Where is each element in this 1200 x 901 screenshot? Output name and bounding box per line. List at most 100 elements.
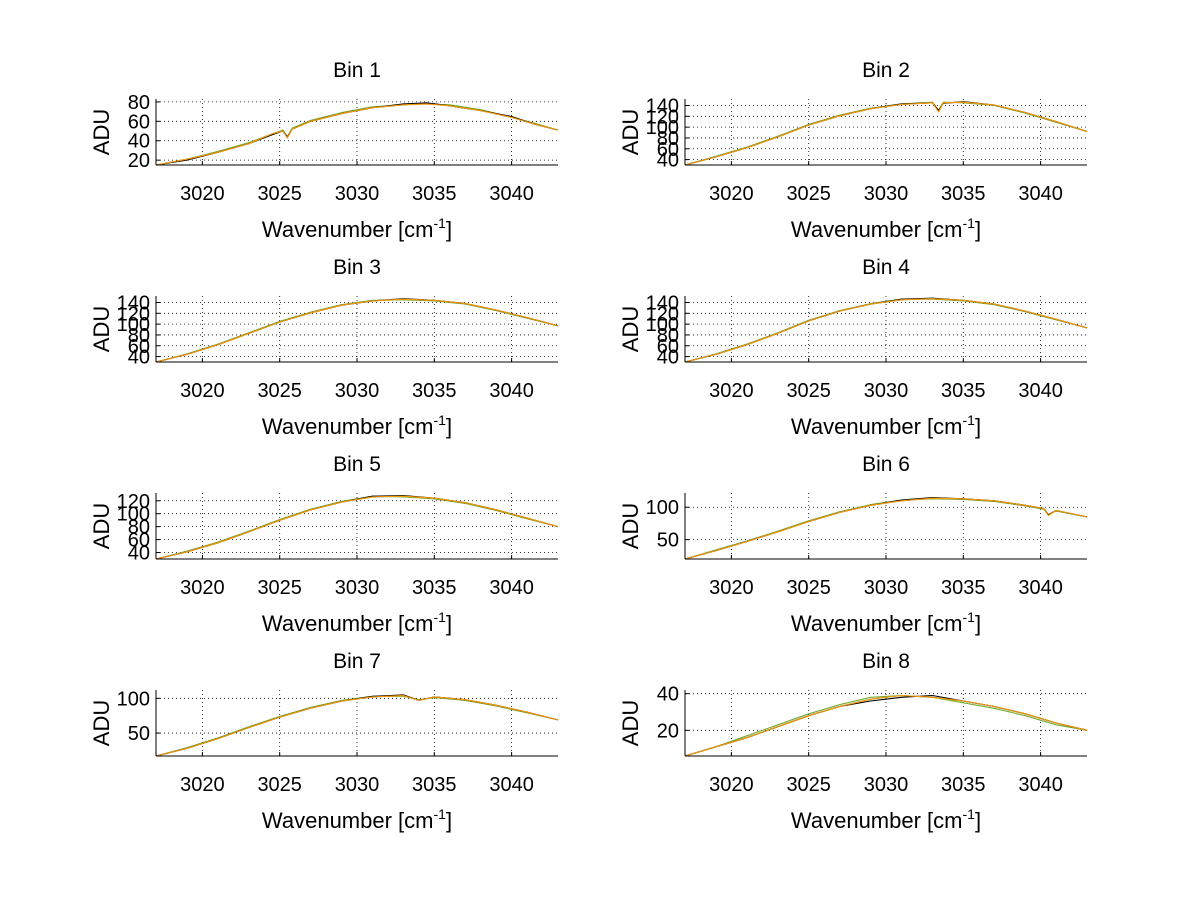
y-tick-label: 140 [117, 292, 150, 314]
subplot-bin-8: Bin 8 3020 3025 3030 3035 3040 20 40 Wavenumber … [618, 650, 1088, 833]
y-tick-label: 50 [657, 530, 679, 552]
x-axis-label: Wavenumber [cm-1] [262, 609, 452, 636]
x-tick-label: 3035 [941, 577, 986, 599]
x-tick-label: 3040 [1018, 183, 1063, 205]
x-tick-label: 3020 [709, 183, 754, 205]
y-tick-label: 120 [646, 303, 679, 325]
x-tick-label: 3040 [1018, 577, 1063, 599]
series-line-4 [684, 497, 1088, 560]
y-tick-label: 60 [128, 530, 150, 552]
y-tick-label: 40 [657, 347, 679, 369]
y-axis-label: ADU [89, 109, 114, 155]
y-tick-label: 80 [128, 517, 150, 539]
x-tick-label: 3030 [335, 183, 380, 205]
y-tick-label: 40 [128, 131, 150, 153]
y-tick-label: 80 [128, 92, 150, 114]
subplot-title: Bin 3 [333, 256, 381, 279]
x-tick-label: 3040 [489, 774, 534, 796]
series-line-4 [155, 695, 559, 757]
y-tick-label: 120 [117, 491, 150, 513]
subplot-title: Bin 8 [862, 650, 910, 673]
y-tick-label: 100 [117, 314, 150, 336]
subplot-title: Bin 7 [333, 650, 381, 673]
subplot-bin-7: Bin 7 3020 3025 3030 3035 3040 50 100 Wavenumber… [89, 650, 559, 833]
x-tick-label: 3040 [489, 380, 534, 402]
y-tick-label: 20 [657, 720, 679, 742]
x-tick-label: 3020 [180, 577, 225, 599]
x-tick-label: 3030 [864, 380, 909, 402]
subplot-bin-2: Bin 2 3020 3025 3030 3035 3040 406080100120140… [618, 59, 1088, 242]
y-tick-label: 140 [646, 292, 679, 314]
x-tick-label: 3040 [1018, 774, 1063, 796]
x-tick-label: 3040 [489, 577, 534, 599]
y-tick-label: 100 [646, 117, 679, 139]
series-line-4 [684, 298, 1088, 363]
x-tick-label: 3035 [412, 183, 457, 205]
y-tick-label: 100 [646, 314, 679, 336]
y-tick-label: 60 [128, 336, 150, 358]
x-tick-label: 3030 [335, 380, 380, 402]
y-tick-label: 140 [646, 95, 679, 117]
x-tick-label: 3020 [180, 380, 225, 402]
x-tick-label: 3035 [412, 577, 457, 599]
series-line-2 [155, 103, 559, 166]
x-tick-label: 3030 [864, 774, 909, 796]
y-tick-label: 80 [657, 325, 679, 347]
x-tick-label: 3040 [489, 183, 534, 205]
x-tick-label: 3035 [941, 183, 986, 205]
x-tick-label: 3020 [180, 774, 225, 796]
y-tick-label: 80 [128, 325, 150, 347]
x-axis-label: Wavenumber [cm-1] [791, 806, 981, 833]
y-tick-label: 60 [657, 336, 679, 358]
subplot-bin-4: Bin 4 3020 3025 3030 3035 3040 406080100120140… [618, 256, 1088, 439]
y-tick-label: 120 [117, 303, 150, 325]
subplot-title: Bin 6 [862, 453, 910, 476]
x-tick-label: 3025 [257, 774, 302, 796]
y-tick-label: 60 [657, 139, 679, 161]
x-tick-label: 3040 [1018, 380, 1063, 402]
y-tick-label: 40 [657, 150, 679, 172]
x-tick-label: 3035 [412, 774, 457, 796]
y-axis-label: ADU [89, 503, 114, 549]
x-axis-label: Wavenumber [cm-1] [262, 412, 452, 439]
x-tick-label: 3025 [257, 577, 302, 599]
subplot-title: Bin 1 [333, 59, 381, 82]
subplot-bin-3: Bin 3 3020 3025 3030 3035 3040 406080100120140… [89, 256, 559, 439]
x-tick-label: 3035 [941, 380, 986, 402]
y-axis-label: ADU [89, 700, 114, 746]
y-axis-label: ADU [89, 306, 114, 352]
subplot-title: Bin 5 [333, 453, 381, 476]
x-axis-label: Wavenumber [cm-1] [262, 215, 452, 242]
x-axis-label: Wavenumber [cm-1] [262, 806, 452, 833]
x-tick-label: 3020 [709, 577, 754, 599]
x-tick-label: 3035 [941, 774, 986, 796]
x-tick-label: 3020 [709, 774, 754, 796]
y-tick-label: 100 [117, 688, 150, 710]
x-tick-label: 3025 [786, 577, 831, 599]
x-tick-label: 3020 [709, 380, 754, 402]
y-tick-label: 60 [128, 111, 150, 133]
x-tick-label: 3025 [786, 380, 831, 402]
x-tick-label: 3025 [257, 380, 302, 402]
y-axis-label: ADU [618, 109, 643, 155]
x-tick-label: 3030 [335, 774, 380, 796]
series-line-4 [684, 694, 1088, 757]
x-tick-label: 3025 [257, 183, 302, 205]
series-line-4 [155, 298, 559, 363]
series-line-4 [684, 101, 1088, 166]
y-tick-label: 40 [657, 684, 679, 706]
x-tick-label: 3025 [786, 774, 831, 796]
y-tick-label: 120 [646, 106, 679, 128]
y-tick-label: 100 [117, 504, 150, 526]
subplot-title: Bin 2 [862, 59, 910, 82]
x-tick-label: 3035 [412, 380, 457, 402]
x-tick-label: 3020 [180, 183, 225, 205]
series-line-2 [684, 694, 1088, 757]
y-tick-label: 40 [128, 347, 150, 369]
x-axis-label: Wavenumber [cm-1] [791, 215, 981, 242]
y-axis-label: ADU [618, 700, 643, 746]
x-tick-label: 3030 [864, 183, 909, 205]
